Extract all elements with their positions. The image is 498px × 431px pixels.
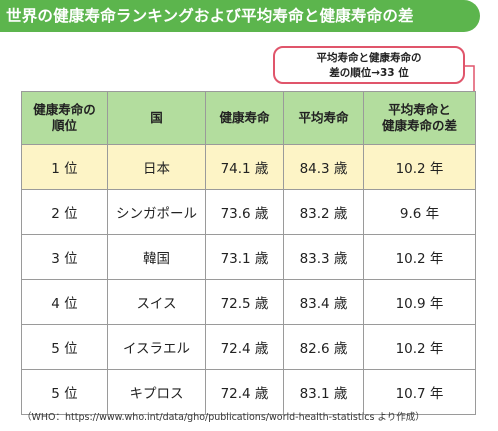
cell-difference: 10.2 年 — [363, 234, 476, 280]
cell-average-life: 83.3 歳 — [283, 234, 364, 280]
cell-rank: 1 位 — [21, 144, 108, 190]
cell-healthy-life: 72.5 歳 — [205, 279, 284, 325]
cell-healthy-life: 73.6 歳 — [205, 189, 284, 235]
cell-difference: 10.2 年 — [363, 144, 476, 190]
cell-difference: 10.7 年 — [363, 369, 476, 415]
header-average-life-label: 平均寿命 — [298, 110, 349, 125]
header-rank-line2: 順位 — [51, 118, 77, 133]
table-row: 4 位 スイス 72.5 歳 83.4 歳 10.9 年 — [21, 279, 476, 325]
header-difference: 平均寿命と 健康寿命の差 — [363, 91, 476, 145]
header-rank-line1: 健康寿命の — [33, 102, 96, 117]
callout-line-1: 平均寿命と健康寿命の — [316, 52, 422, 64]
cell-country: 日本 — [107, 144, 206, 190]
cell-average-life: 82.6 歳 — [283, 324, 364, 370]
cell-healthy-life: 72.4 歳 — [205, 369, 284, 415]
healthy-life-ranking-table: 健康寿命の 順位 国 健康寿命 平均寿命 平均寿命と 健康寿命の差 1 位 日本… — [21, 91, 476, 415]
cell-country: 韓国 — [107, 234, 206, 280]
header-healthy-life: 健康寿命 — [205, 91, 284, 145]
cell-rank: 2 位 — [21, 189, 108, 235]
cell-difference: 10.2 年 — [363, 324, 476, 370]
header-rank: 健康寿命の 順位 — [21, 91, 108, 145]
callout-line-2: 差の順位→33 位 — [329, 67, 409, 79]
cell-average-life: 83.1 歳 — [283, 369, 364, 415]
cell-average-life: 83.4 歳 — [283, 279, 364, 325]
cell-country: シンガポール — [107, 189, 206, 235]
cell-healthy-life: 72.4 歳 — [205, 324, 284, 370]
header-average-life: 平均寿命 — [283, 91, 364, 145]
cell-average-life: 84.3 歳 — [283, 144, 364, 190]
header-country: 国 — [107, 91, 206, 145]
table-row: 5 位 キプロス 72.4 歳 83.1 歳 10.7 年 — [21, 369, 476, 415]
page-title: 世界の健康寿命ランキングおよび平均寿命と健康寿命の差 — [0, 0, 480, 32]
cell-rank: 5 位 — [21, 369, 108, 415]
cell-country: イスラエル — [107, 324, 206, 370]
cell-country: キプロス — [107, 369, 206, 415]
cell-difference: 10.9 年 — [363, 279, 476, 325]
cell-country: スイス — [107, 279, 206, 325]
cell-rank: 4 位 — [21, 279, 108, 325]
header-difference-line1: 平均寿命と — [388, 102, 451, 117]
table-row: 1 位 日本 74.1 歳 84.3 歳 10.2 年 — [21, 144, 476, 190]
table-row: 3 位 韓国 73.1 歳 83.3 歳 10.2 年 — [21, 234, 476, 280]
header-country-label: 国 — [150, 110, 163, 125]
header-healthy-life-label: 健康寿命 — [219, 110, 270, 125]
cell-healthy-life: 73.1 歳 — [205, 234, 284, 280]
cell-difference: 9.6 年 — [363, 189, 476, 235]
table-row: 2 位 シンガポール 73.6 歳 83.2 歳 9.6 年 — [21, 189, 476, 235]
cell-healthy-life: 74.1 歳 — [205, 144, 284, 190]
cell-average-life: 83.2 歳 — [283, 189, 364, 235]
table-row: 5 位 イスラエル 72.4 歳 82.6 歳 10.2 年 — [21, 324, 476, 370]
source-footnote: （WHO：https://www.who.int/data/gho/public… — [22, 412, 425, 423]
cell-rank: 3 位 — [21, 234, 108, 280]
table-header-row: 健康寿命の 順位 国 健康寿命 平均寿命 平均寿命と 健康寿命の差 — [21, 91, 476, 145]
difference-rank-callout: 平均寿命と健康寿命の 差の順位→33 位 — [273, 46, 465, 84]
header-difference-line2: 健康寿命の差 — [381, 118, 457, 133]
cell-rank: 5 位 — [21, 324, 108, 370]
